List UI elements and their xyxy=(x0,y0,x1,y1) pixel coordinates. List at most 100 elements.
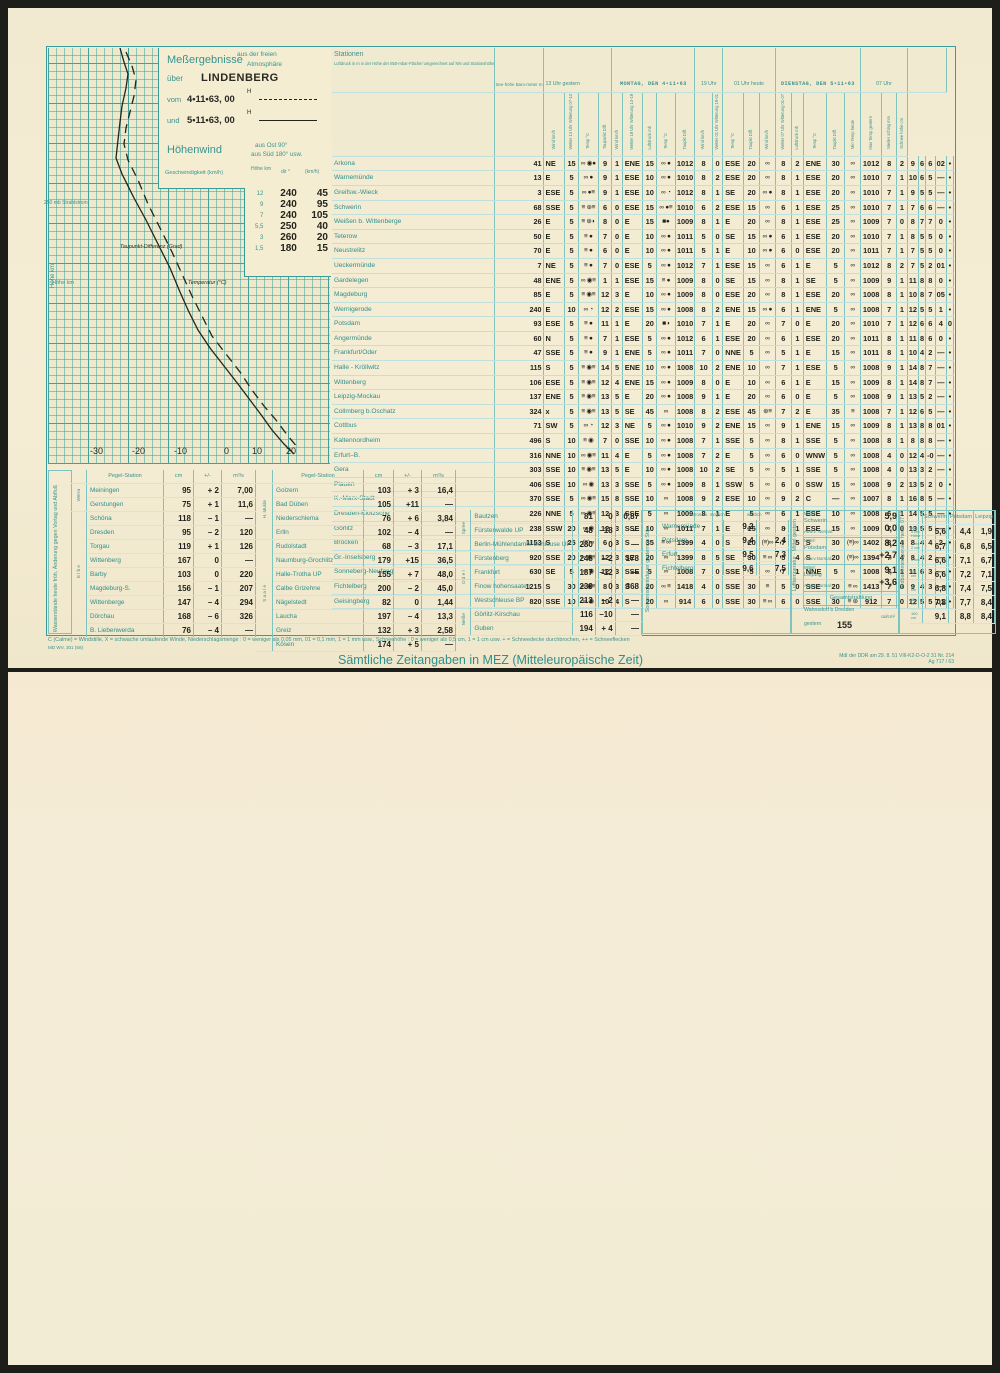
temp-07: 7 xyxy=(881,579,898,595)
marker: • xyxy=(946,389,955,405)
hoehenwind-col-h: Höhe km xyxy=(251,166,272,172)
temp-13: 7 xyxy=(598,229,613,245)
hydro-level-cm: 132 xyxy=(363,623,394,638)
hydro-row: Halle-Trotha UP 155 + 7 48,0 xyxy=(256,567,456,582)
table-row: Schwerin 68 SSE 5 ≡ ⊛≡ 6 0 ESE 15 ∞ ●≡ 1010 6 2 ESE 15… xyxy=(332,200,955,216)
marker: • xyxy=(946,462,955,478)
weather-sym-01: ∞ xyxy=(759,448,776,464)
snow-depth: 02 xyxy=(935,156,947,172)
weather-sym-01: ∞ xyxy=(759,418,776,435)
temp-07: 8 xyxy=(881,491,898,508)
table-row: Warnemünde 13 E 5 ∞ ● 9 1 ESE 10 ∞ ● 1010 8 2 ESE 20 ∞ 8… xyxy=(332,170,955,186)
soil-value: 7,7 xyxy=(948,595,974,610)
dewdiff-13: 3 xyxy=(611,287,623,303)
weather-sym-01: ≡ xyxy=(759,579,776,595)
col-head-07uhr: 07 Uhr xyxy=(860,48,908,93)
hydro-row: O d e r Fürstenberg 248– 2 178 xyxy=(456,551,643,608)
wind-speed-19: 15 xyxy=(642,273,657,289)
wind-speed-07: 5 xyxy=(826,433,846,449)
dewdiff-07: 0 xyxy=(896,448,908,464)
hydro-discharge: 1,44 xyxy=(421,595,456,610)
station-name: Magdeburg xyxy=(332,287,496,303)
temp-13: 9 xyxy=(598,156,613,172)
sounding-solid-sample xyxy=(259,120,317,121)
dewdiff-07: 0 xyxy=(896,462,908,478)
hoehenwind-header: Höhenwind aus Ost 90° aus Süd 180° usw. … xyxy=(158,140,331,189)
wind-speed-19: 5 xyxy=(642,448,657,464)
wind-dir-07: E xyxy=(803,375,828,391)
hydro-change: + 5 xyxy=(393,637,422,652)
wind-speed-01: 5 xyxy=(743,477,761,493)
air-temperature-mean-table: Lufttemperatur - Mittel gestern Mittel: S… xyxy=(790,510,900,634)
hydro-discharge: — xyxy=(221,553,256,568)
radiation-station: Wahnsdorf b Dresden xyxy=(804,607,855,613)
hydro-station: Finow hohensaaten xyxy=(470,579,573,594)
pressure-07: 1009 xyxy=(860,375,883,391)
wind-speed-07: — xyxy=(826,491,846,508)
wind-dir-01: SE xyxy=(722,273,745,289)
temp-max: 5 xyxy=(918,185,927,201)
soil-value: 7,2 xyxy=(948,567,974,582)
dewdiff-19: 2 xyxy=(712,462,724,478)
hydro-river-label: Neiße xyxy=(460,612,466,626)
dewdiff-19: 0 xyxy=(712,156,724,172)
wind-dir-13: SSE xyxy=(543,477,566,493)
wind-dir-01: NNE xyxy=(722,345,745,362)
hydro-station: Torgau xyxy=(86,539,164,554)
soil-value: 6,8 xyxy=(948,539,974,554)
hydro-level-cm: 118 xyxy=(163,511,194,526)
sounding-dashed-sample xyxy=(259,99,317,100)
hydro-change: – 4 xyxy=(393,609,422,624)
precipitation: 8 xyxy=(925,418,936,435)
dewdiff-13: 4 xyxy=(611,448,623,464)
pressure-07: 1413 xyxy=(860,579,883,595)
hydro-discharge: — xyxy=(615,607,643,622)
dewdiff-07: 1 xyxy=(896,506,908,522)
wind-dir-13: SW xyxy=(543,418,566,435)
hydro-change: –18 xyxy=(595,523,616,538)
wind-speed-07: 5 xyxy=(826,462,846,478)
precipitation: 6 xyxy=(925,200,936,216)
hydro-change: + 3 xyxy=(393,483,422,498)
temp-min: 11 xyxy=(907,273,919,289)
hydro-row: Kösen 174 + 5— xyxy=(256,637,456,652)
station-altitude: 60 xyxy=(494,331,544,347)
wind-speed-13: 10 xyxy=(564,302,579,318)
air-temperature-row: Mittel: Leipzig Abw.v.Normal: 9,1 +3,6 xyxy=(803,565,899,592)
mez-note: Sämtliche Zeitangaben in MEZ (Mitteleuro… xyxy=(338,653,643,667)
dewdiff-19: 1 xyxy=(712,331,724,347)
hydro-col-header: Pegel-Station xyxy=(272,470,364,484)
temp-19: 7 xyxy=(694,345,713,362)
snow-depth: — xyxy=(935,389,947,405)
station-name: Teterow xyxy=(332,229,496,245)
temp-min: 10 xyxy=(907,287,919,303)
sunshine-station: Potsdam xyxy=(659,533,725,548)
temp-07: 7 xyxy=(881,404,898,420)
soil-depth: 50 cm xyxy=(910,595,923,610)
dewdiff-13: 5 xyxy=(611,389,623,405)
dewdiff-01: 1 xyxy=(791,331,804,347)
soil-value: 8,4 xyxy=(973,595,996,610)
weather-sym-07: ∞ xyxy=(844,200,862,216)
precipitation: 7 xyxy=(925,214,936,230)
dewdiff-01: 1 xyxy=(791,185,804,201)
dewdiff-19: 0 xyxy=(712,229,724,245)
hydro-change: 0 xyxy=(193,567,222,582)
snow-depth: — xyxy=(935,404,947,420)
hydro-station: Barby xyxy=(86,567,164,582)
wind-dir-13: NE xyxy=(543,258,566,274)
soil-value: 6,7 xyxy=(922,539,949,554)
hydro-station: Greiz xyxy=(272,623,364,638)
dewdiff-07: 1 xyxy=(896,375,908,391)
weather-sym-07: ∞ xyxy=(844,360,862,376)
marker: • xyxy=(946,273,955,289)
pressure-19: 1009 xyxy=(675,273,696,289)
hydro-row: Calbe Grizehne 200– 2 45,0 xyxy=(256,581,456,596)
weather-sym-01: ∞ ● xyxy=(759,302,776,318)
station-name: Kaltennordheim xyxy=(332,433,496,449)
pressure-19: 1008 xyxy=(675,360,696,376)
soil-value: 4,4 xyxy=(948,524,974,540)
table-row: Wittenberg 106 ESE 5 ≡ ◉≡ 12 4 ENE 15 ∞ ● 1009 8 0 E 1… xyxy=(332,375,955,391)
hoehenwind-row: 1,5 180 15 xyxy=(245,243,331,254)
weather-sym-19: ∞ ● xyxy=(656,375,676,391)
